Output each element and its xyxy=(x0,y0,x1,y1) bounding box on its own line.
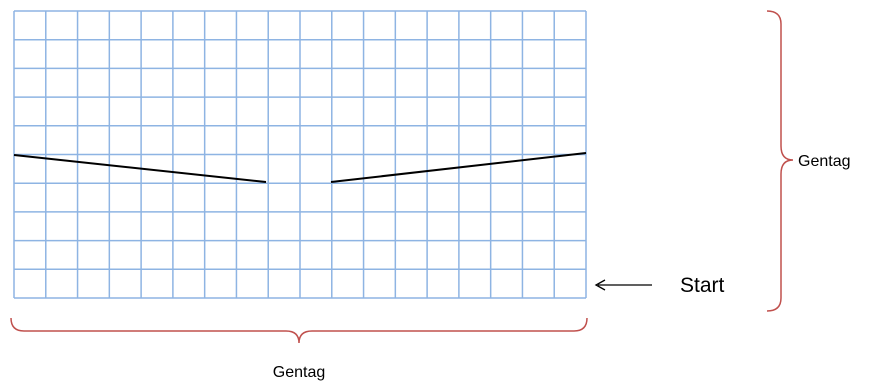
pattern-line-right xyxy=(330,152,587,183)
bottom-repeat-brace xyxy=(10,317,588,344)
right-repeat-label: Gentag xyxy=(798,153,850,170)
knitting-grid xyxy=(13,10,587,299)
right-repeat-brace xyxy=(766,10,794,312)
pattern-line-left xyxy=(13,154,267,183)
left-arrow-icon xyxy=(594,279,652,291)
pattern-lines xyxy=(13,152,587,183)
bottom-repeat-label: Gentag xyxy=(273,364,325,381)
start-label: Start xyxy=(680,274,725,297)
